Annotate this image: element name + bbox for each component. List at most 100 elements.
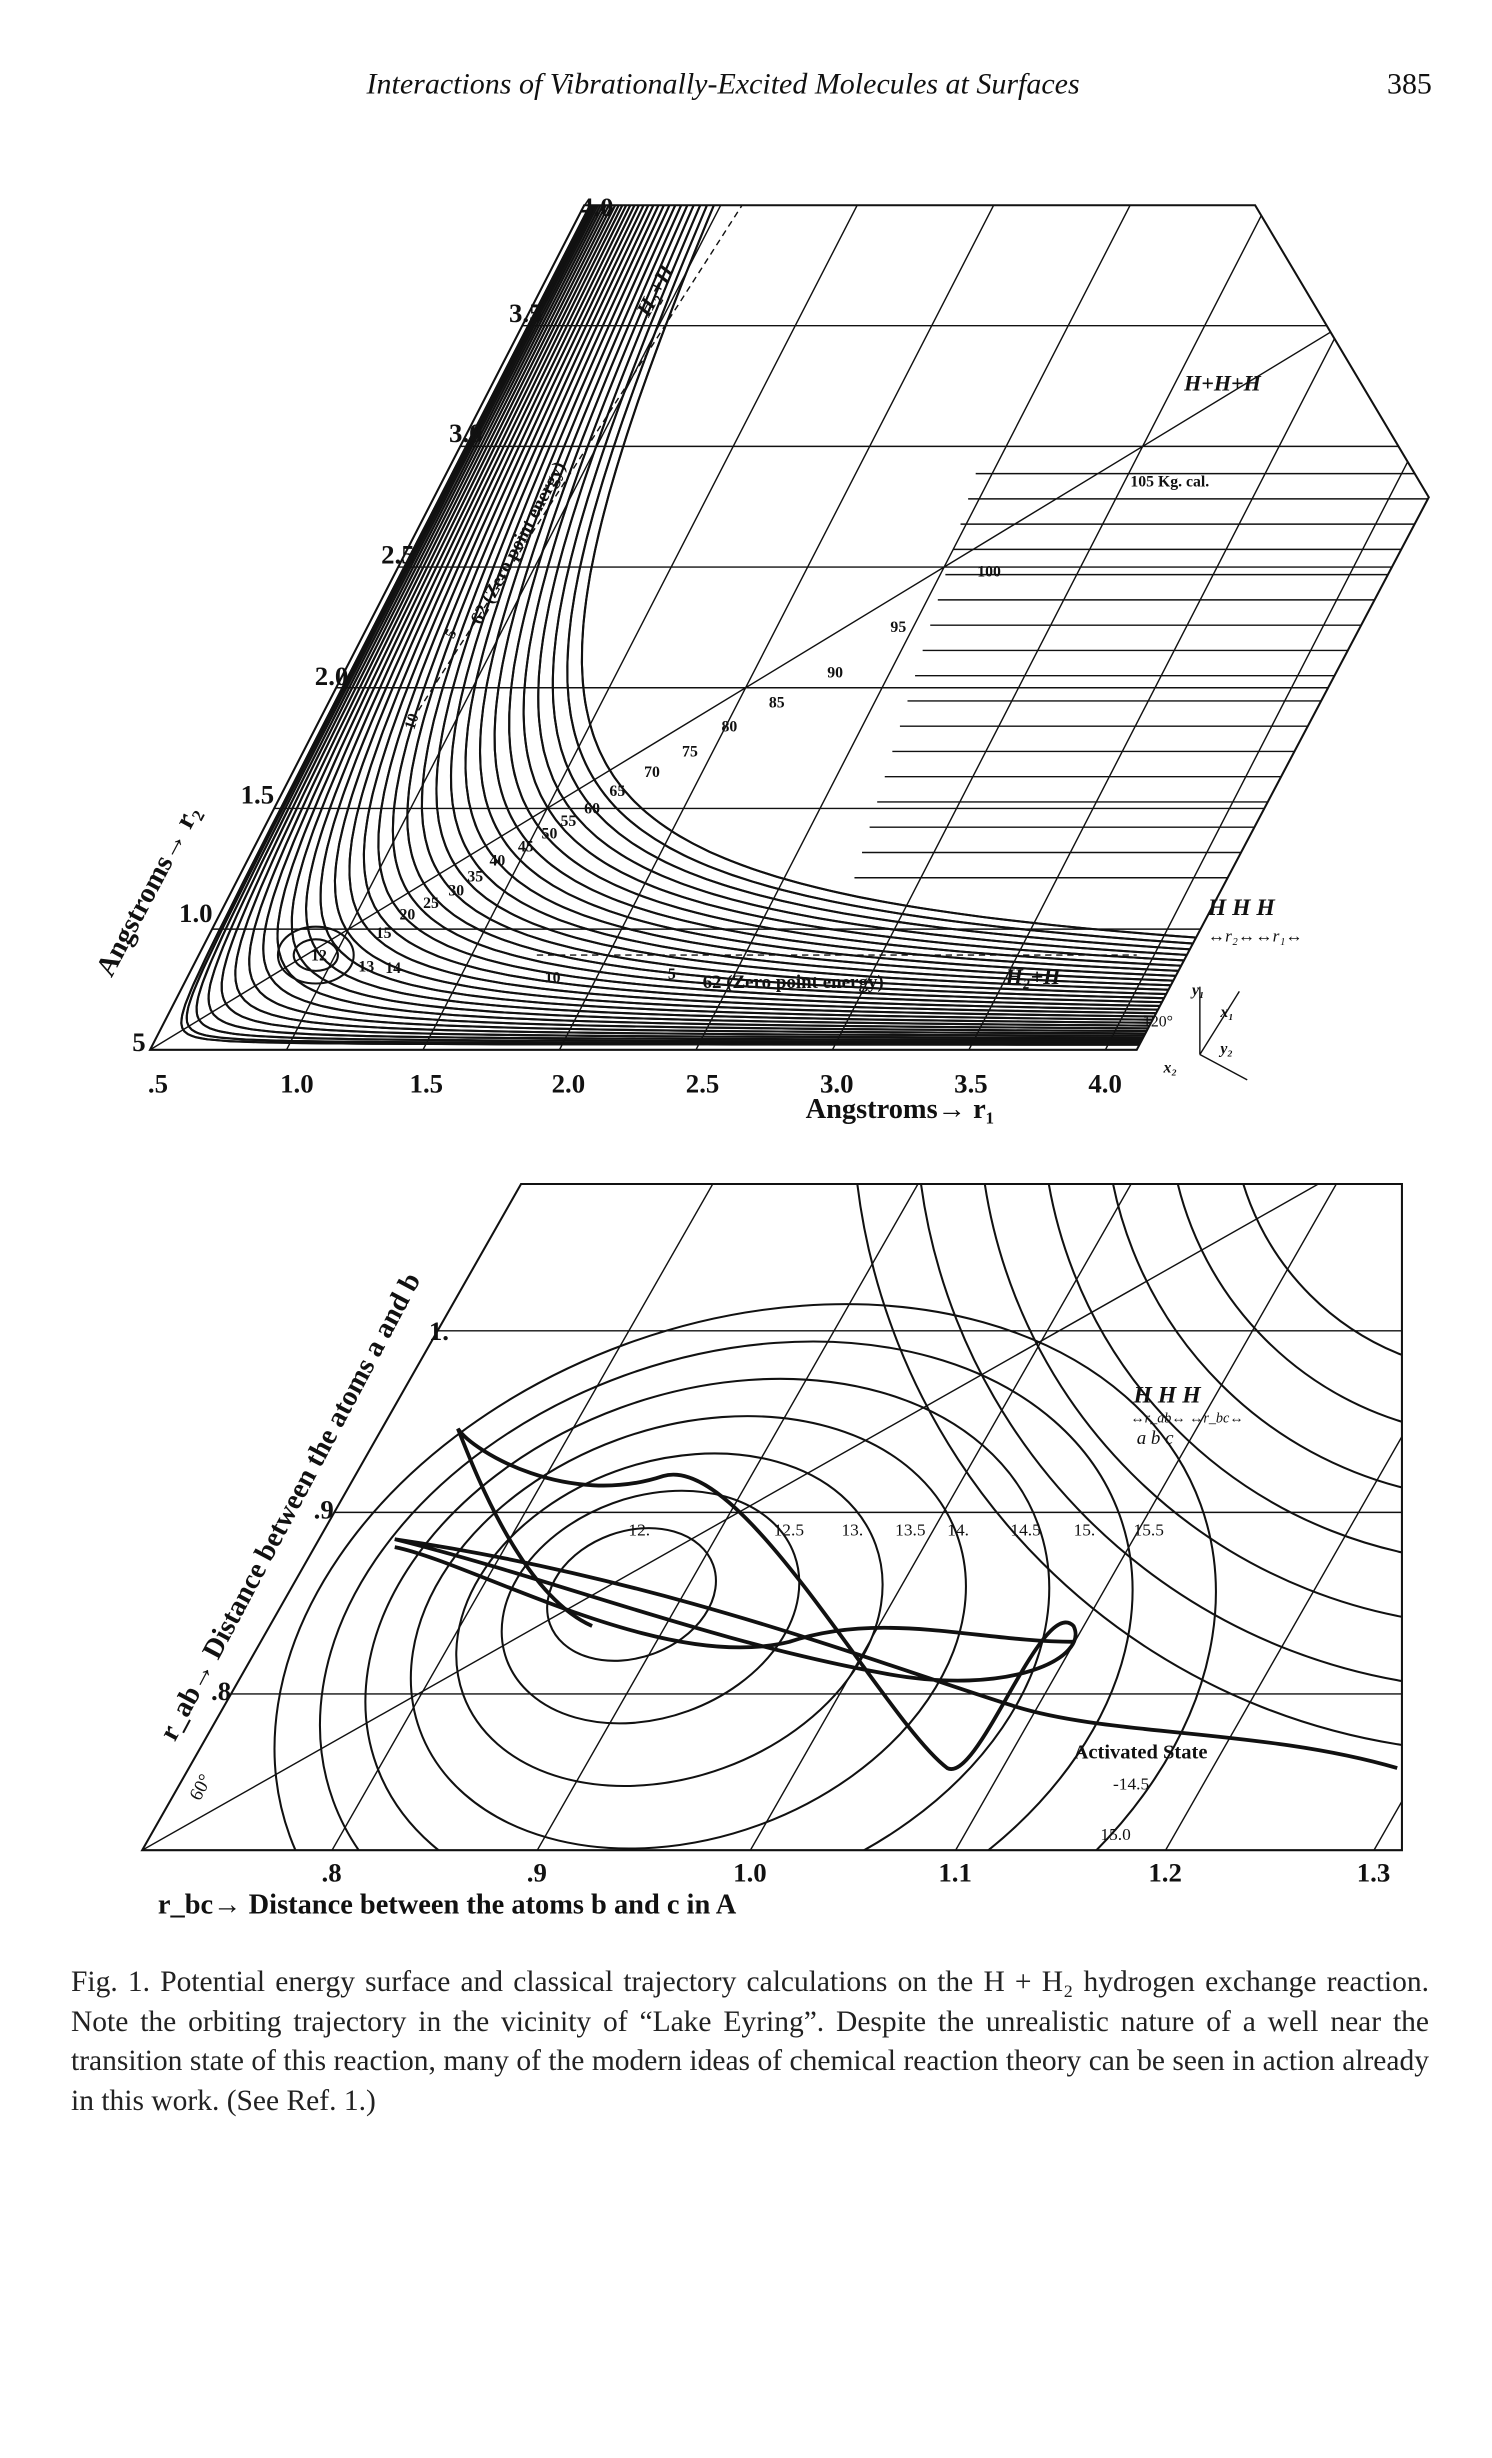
grid-line xyxy=(283,1184,759,1851)
y-tick-label: 3.0 xyxy=(449,418,483,448)
region-label: H₂+H xyxy=(1005,964,1061,989)
y-tick-label: 1.5 xyxy=(241,779,275,809)
contour-label: 12. xyxy=(628,1520,650,1539)
contour xyxy=(406,205,1193,1000)
contour xyxy=(566,205,1238,948)
grid-line xyxy=(701,1184,1177,1851)
contour-label: 75 xyxy=(682,744,698,761)
contour-label: 10 xyxy=(402,711,423,731)
grid-line xyxy=(907,1184,1383,1851)
contour-label: 62 (Zero point energy) xyxy=(703,972,884,993)
legend-distances: ↔r₂↔↔r₁↔ xyxy=(1208,927,1303,946)
contour xyxy=(362,205,1182,1012)
contour xyxy=(1040,1184,1402,1564)
angle-label: 60° xyxy=(186,1771,217,1804)
contour-label: 14 xyxy=(385,960,401,977)
zero-point xyxy=(417,205,743,711)
contour xyxy=(551,205,1233,953)
well xyxy=(292,938,339,972)
contour-label: 15.0 xyxy=(1100,1825,1131,1844)
bottom-contour-labels: 12. 12.5 13. 13.5 14. 14.5 15. 15.5 Acti… xyxy=(628,1520,1207,1844)
y-tick-label: 1. xyxy=(429,1316,449,1346)
contour xyxy=(493,205,1216,974)
contour-label: 90 xyxy=(827,665,843,682)
x-axis-title: Angstroms→ r₁ xyxy=(806,1094,995,1125)
legend-distances: ↔r_ab↔ ↔r_bc↔ xyxy=(1130,1410,1243,1426)
top-frame xyxy=(148,204,1430,1051)
legend-axis: y₂ xyxy=(1218,1040,1233,1057)
y-tick-label: 4.0 xyxy=(580,192,614,222)
top-contours xyxy=(150,205,1429,1050)
contour-label: 100 xyxy=(977,564,1001,581)
contour xyxy=(276,205,1163,1030)
contour xyxy=(304,205,1169,1024)
diagonal xyxy=(150,205,1429,1050)
contour-label: 14. xyxy=(947,1520,969,1539)
grid-line xyxy=(558,205,1119,1050)
bottom-y-ticks: .8 .9 1. xyxy=(211,1316,449,1706)
y-axis-title: r_ab→ Distance between the atoms a and b xyxy=(154,1268,428,1746)
page-number: 385 xyxy=(1387,68,1432,101)
bottom-contours xyxy=(142,1184,1402,1851)
contour xyxy=(262,205,1160,1033)
contour xyxy=(248,205,1157,1035)
grid-line xyxy=(1104,205,1429,1050)
contour xyxy=(220,205,1151,1039)
contour xyxy=(409,1415,967,1850)
top-legend: H H H ↔r₂↔↔r₁↔ 120° y₁ x₁ y₂ x₂ xyxy=(1143,895,1303,1081)
contour-label: Activated State xyxy=(1074,1742,1208,1764)
x-tick-label: 1.3 xyxy=(1357,1858,1391,1888)
contour-label: 60 xyxy=(584,800,600,817)
y-tick-label: 3.5 xyxy=(509,298,543,328)
x-axis-title: r_bc→ Distance between the atoms b and c… xyxy=(158,1890,737,1921)
bottom-legend: H H H a b c ↔r_ab↔ ↔r_bc↔ xyxy=(1130,1383,1243,1450)
contour-label: 35 xyxy=(467,868,483,885)
bottom-frame xyxy=(140,1182,1403,1852)
contour-label: 20 xyxy=(399,906,415,923)
contour xyxy=(290,205,1166,1027)
legend-arrow xyxy=(1199,991,1240,1055)
contour-label: 13.5 xyxy=(895,1520,925,1539)
contour-label: 85 xyxy=(769,695,785,712)
y-tick-label: .9 xyxy=(314,1495,334,1525)
trajectory xyxy=(394,1545,1074,1650)
top-y-ticks: 5 1.0 1.5 2.0 2.5 3.0 3.5 4.0 xyxy=(132,192,613,1057)
grid-line xyxy=(1325,1184,1402,1851)
legend-axis: y₁ xyxy=(1190,982,1205,999)
contour xyxy=(551,205,1233,953)
contour-label: 70 xyxy=(644,764,660,781)
x-tick-label: 2.5 xyxy=(686,1068,720,1098)
contour-label: 25 xyxy=(423,895,439,912)
legend-angle: 120° xyxy=(1143,1014,1173,1031)
region-label: H+H+H xyxy=(1183,370,1262,395)
grid-line xyxy=(1117,1184,1402,1851)
contour xyxy=(207,205,1149,1041)
contour-label: 15. xyxy=(1074,1520,1096,1539)
contour xyxy=(449,205,1204,988)
x-tick-label: 2.0 xyxy=(552,1068,586,1098)
trajectory xyxy=(394,1427,1398,1771)
x-tick-label: 3.0 xyxy=(820,1068,854,1098)
contour-label: 15 xyxy=(376,925,392,942)
well xyxy=(276,925,355,985)
x-tick-label: .5 xyxy=(148,1068,168,1098)
x-tick-label: .8 xyxy=(322,1858,342,1888)
contour xyxy=(185,205,1144,1045)
y-tick-label: .8 xyxy=(211,1676,231,1706)
contour xyxy=(493,205,1216,974)
contour xyxy=(580,205,1242,942)
y-tick-label: 2.5 xyxy=(381,539,415,569)
contour-label: 5 xyxy=(668,966,676,983)
x-tick-label: 1.0 xyxy=(280,1068,314,1098)
contour xyxy=(195,205,1146,1043)
x-tick-label: .9 xyxy=(527,1858,547,1888)
legend-atoms: H H H xyxy=(1133,1383,1203,1409)
contour xyxy=(500,1489,801,1725)
contour xyxy=(348,205,1179,1015)
y-tick-label: 1.0 xyxy=(179,898,213,928)
contour-label: 55 xyxy=(561,813,577,830)
contour xyxy=(464,205,1208,983)
contour-label: -14.5 xyxy=(1113,1774,1149,1793)
contour xyxy=(522,205,1225,964)
contour-label: 14.5 xyxy=(1010,1520,1040,1539)
